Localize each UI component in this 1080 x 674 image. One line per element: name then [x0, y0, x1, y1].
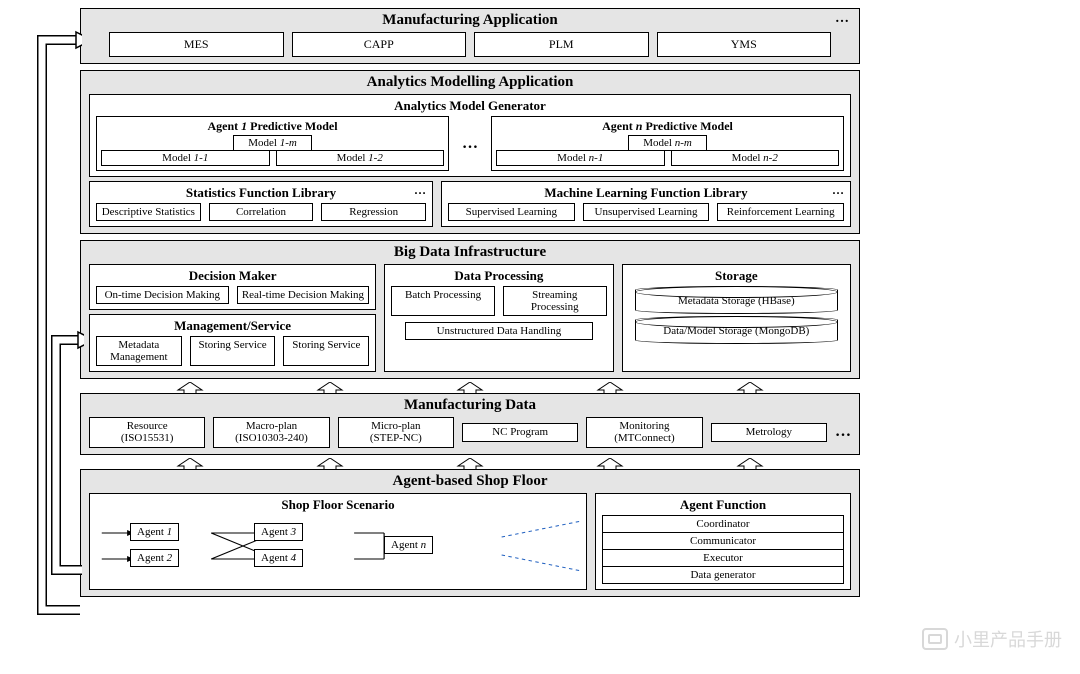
layer-manufacturing-app: Manufacturing Application … MES CAPP PLM…: [80, 8, 860, 64]
mgmt-item: Storing Service: [190, 336, 276, 366]
stats-item: Regression: [321, 203, 426, 221]
layer-shopfloor: Agent-based Shop Floor Shop Floor Scenar…: [80, 469, 860, 597]
ellipsis-icon: …: [832, 183, 844, 198]
mgmt-title: Management/Service: [96, 318, 369, 334]
ellipsis-icon: …: [835, 423, 851, 441]
storage-title: Storage: [629, 268, 844, 284]
storage-cylinder: Metadata Storage (HBase): [635, 286, 838, 314]
agentn-model: Agent n Predictive Model Model n-m Model…: [491, 116, 844, 171]
decision-item: Real-time Decision Making: [237, 286, 370, 304]
data-item: Monitoring(MTConnect): [586, 417, 702, 447]
data-item: Macro-plan(ISO10303-240): [213, 417, 329, 447]
ml-item: Supervised Learning: [448, 203, 575, 221]
model-cell: Model n-2: [671, 150, 840, 166]
stats-item: Correlation: [209, 203, 314, 221]
agent-function: Agent Function Coordinator Communicator …: [595, 493, 851, 590]
proc-item: Streaming Processing: [503, 286, 607, 316]
proc-item: Unstructured Data Handling: [405, 322, 592, 340]
decision-item: On-time Decision Making: [96, 286, 229, 304]
data-item: Metrology: [711, 423, 827, 441]
func-item: Data generator: [602, 566, 844, 584]
stats-library: Statistics Function Library … Descriptiv…: [89, 181, 433, 227]
ellipsis-icon: …: [414, 183, 426, 198]
layer2-title: Analytics Modelling Application: [89, 74, 851, 91]
func-item: Coordinator: [602, 515, 844, 533]
app-box: PLM: [474, 32, 649, 57]
analytics-model-generator: Analytics Model Generator Agent 1 Predic…: [89, 94, 851, 177]
layer5-title: Agent-based Shop Floor: [89, 473, 851, 490]
feedback-loop-mid: [44, 320, 84, 580]
ml-item: Reinforcement Learning: [717, 203, 844, 221]
app-box: CAPP: [292, 32, 467, 57]
data-item: Micro-plan(STEP-NC): [338, 417, 454, 447]
proc-item: Batch Processing: [391, 286, 495, 316]
agent-node: Agent 1: [130, 523, 179, 541]
generator-title: Analytics Model Generator: [96, 98, 844, 114]
layer-manufacturing-data: Manufacturing Data Resource(ISO15531) Ma…: [80, 393, 860, 454]
mgmt-item: Metadata Management: [96, 336, 182, 366]
model-top: Model n-m: [628, 135, 707, 151]
wechat-icon: [922, 628, 948, 650]
model-top: Model 1-m: [233, 135, 312, 151]
layer1-title: Manufacturing Application: [89, 12, 851, 29]
watermark-text: 小里产品手册: [954, 626, 1062, 652]
agent1-model: Agent 1 Predictive Model Model 1-m Model…: [96, 116, 449, 171]
ellipsis-icon: …: [835, 11, 849, 27]
data-item: Resource(ISO15531): [89, 417, 205, 447]
model-cell: Model 1-1: [101, 150, 270, 166]
decision-title: Decision Maker: [96, 268, 369, 284]
storage-cylinder: Data/Model Storage (MongoDB): [635, 316, 838, 344]
storage: Storage Metadata Storage (HBase) Data/Mo…: [622, 264, 851, 372]
mgmt-item: Storing Service: [283, 336, 369, 366]
layer4-title: Manufacturing Data: [89, 397, 851, 414]
app-box: MES: [109, 32, 284, 57]
func-item: Communicator: [602, 532, 844, 550]
func-title: Agent Function: [602, 497, 844, 513]
ellipsis-icon: …: [457, 135, 483, 153]
ml-title: Machine Learning Function Library: [448, 185, 844, 201]
ml-library: Machine Learning Function Library … Supe…: [441, 181, 851, 227]
scenario-title: Shop Floor Scenario: [96, 497, 580, 513]
model-cell: Model n-1: [496, 150, 665, 166]
management-service: Management/Service Metadata Management S…: [89, 314, 376, 372]
stats-item: Descriptive Statistics: [96, 203, 201, 221]
shopfloor-scenario: Shop Floor Scenario: [89, 493, 587, 590]
layer-bigdata: Big Data Infrastructure Decision Maker O…: [80, 240, 860, 379]
layer-analytics-modelling: Analytics Modelling Application Analytic…: [80, 70, 860, 234]
data-item: NC Program: [462, 423, 578, 441]
agent-node: Agent n: [384, 536, 433, 554]
func-item: Executor: [602, 549, 844, 567]
agent-node: Agent 2: [130, 549, 179, 567]
layer3-title: Big Data Infrastructure: [89, 244, 851, 261]
stats-title: Statistics Function Library: [96, 185, 426, 201]
app-box: YMS: [657, 32, 832, 57]
architecture-diagram: Manufacturing Application … MES CAPP PLM…: [80, 8, 860, 603]
data-processing: Data Processing Batch Processing Streami…: [384, 264, 613, 372]
decision-maker: Decision Maker On-time Decision Making R…: [89, 264, 376, 310]
model-cell: Model 1-2: [276, 150, 445, 166]
ml-item: Unsupervised Learning: [583, 203, 710, 221]
watermark: 小里产品手册: [922, 626, 1062, 652]
processing-title: Data Processing: [391, 268, 606, 284]
agent-node: Agent 3: [254, 523, 303, 541]
agent-node: Agent 4: [254, 549, 303, 567]
